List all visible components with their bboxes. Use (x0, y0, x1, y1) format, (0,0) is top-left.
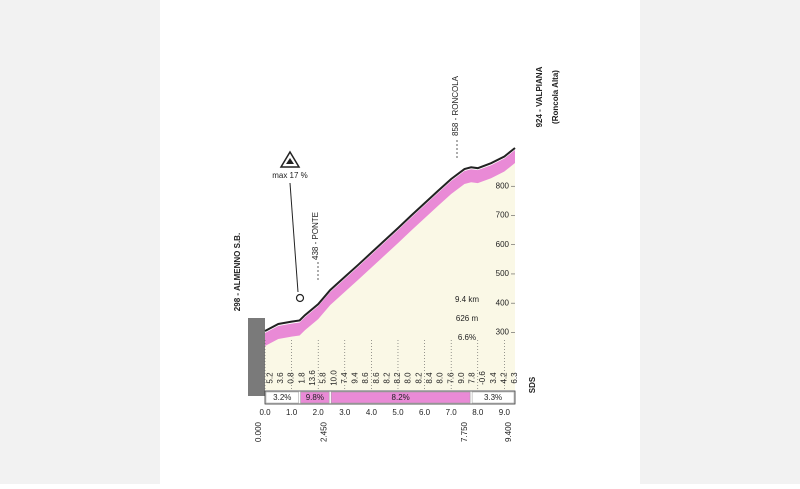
segment-label: 9.8% (306, 393, 324, 402)
x-tick-label: 3.0 (339, 408, 351, 417)
profile-side (248, 318, 265, 396)
pointer (289, 182, 299, 293)
y-tick-label: 700 (496, 211, 510, 220)
segment-label: 8.2% (392, 393, 410, 402)
y-tick-label: 300 (496, 328, 510, 337)
gradient-label: 9.0 (457, 372, 466, 384)
y-tick-label: 500 (496, 269, 510, 278)
side-panel (640, 0, 800, 484)
elevation-line (264, 147, 516, 332)
x-tick-label: 2.0 (313, 408, 325, 417)
y-tick-label: 800 (496, 181, 510, 190)
segment-label: 3.3% (484, 393, 502, 402)
gradient-label: 1.8 (297, 372, 306, 384)
distance-label: 7.750 (460, 421, 469, 442)
place-label: 924 - VALPIANA (535, 66, 544, 127)
gradient-label: 5.2 (265, 372, 274, 384)
gradient-label: 7.6 (446, 372, 455, 384)
y-tick-label: 400 (496, 298, 510, 307)
gradient-label: -0.6 (478, 371, 487, 385)
segment (471, 391, 515, 404)
gradient-label: 8.4 (425, 372, 434, 384)
x-tick-label: 6.0 (419, 408, 431, 417)
max-gradient-point (295, 293, 305, 303)
gradient-label: 8.6 (361, 372, 370, 384)
x-tick-label: 1.0 (286, 408, 298, 417)
logo: SDS (528, 376, 537, 393)
max-gradient: max 17 % (272, 171, 308, 180)
gradient-label: 8.0 (404, 372, 413, 384)
x-tick-label: 4.0 (366, 408, 378, 417)
place-label: 298 - ALMENNO S.B. (233, 233, 242, 311)
gradient-label: 9.4 (351, 372, 360, 384)
segment-bar-frame (264, 390, 516, 405)
gradient-label: 7.8 (468, 372, 477, 384)
x-tick-label: 5.0 (392, 408, 404, 417)
distance-label: 0.000 (254, 421, 263, 442)
gradient-label: 8.6 (372, 372, 381, 384)
distance-label: 2.450 (319, 421, 328, 442)
gradient-label: 5.8 (319, 372, 328, 384)
segment (330, 391, 471, 404)
gradient-label: 8.2 (414, 372, 423, 384)
gradient-label: 4.2 (499, 372, 508, 384)
place-label: 858 - RONCOLA (451, 75, 460, 136)
gradient-label: 8.0 (436, 372, 445, 384)
summary-line: 9.4 km (455, 295, 479, 304)
side-panel (0, 0, 160, 484)
summary-line: 626 m (456, 314, 479, 323)
gradient-label: 6.3 (510, 372, 519, 384)
ground-fill (265, 150, 515, 390)
gradient-label: 8.2 (393, 372, 402, 384)
x-tick-label: 9.0 (499, 408, 511, 417)
road-band (265, 150, 515, 346)
y-tick-label: 600 (496, 240, 510, 249)
gradient-label: 3.6 (276, 372, 285, 384)
x-tick-label: 7.0 (446, 408, 458, 417)
gradient-label: 0.8 (287, 372, 296, 384)
summary-line: 6.6% (458, 333, 476, 342)
gradient-label: 3.4 (489, 372, 498, 384)
place-sublabel: (Roncola Alta) (551, 70, 560, 124)
gradient-label: 10.0 (329, 370, 338, 386)
gradient-label: 7.4 (340, 372, 349, 384)
distance-label: 9.400 (504, 421, 513, 442)
segment-label: 3.2% (273, 393, 291, 402)
warning-icon-glyph (286, 158, 294, 164)
place-label: 438 - PONTE (311, 212, 320, 260)
x-tick-label: 8.0 (472, 408, 484, 417)
x-tick-label: 0.0 (259, 408, 271, 417)
gradient-label: 13.6 (308, 370, 317, 386)
segment (265, 391, 299, 404)
gradient-label: 8.2 (382, 372, 391, 384)
segment (300, 391, 330, 404)
